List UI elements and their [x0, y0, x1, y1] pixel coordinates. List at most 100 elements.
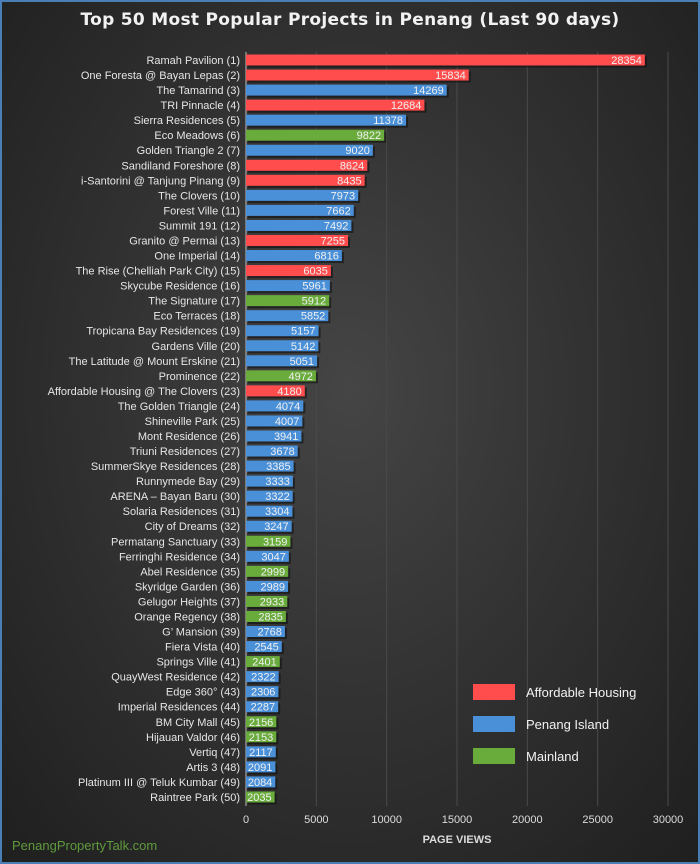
category-label: Artis 3 (48): [186, 762, 240, 774]
bar: [246, 415, 303, 427]
data-label: 7492: [324, 220, 348, 232]
bar: [246, 400, 304, 412]
category-label: Eco Terraces (18): [153, 311, 240, 323]
category-label: Platinum III @ Teluk Kumbar (49): [78, 777, 240, 789]
category-label: QuayWest Residence (42): [111, 672, 240, 684]
category-label: Skycube Residence (16): [120, 281, 240, 293]
category-label: Abel Residence (35): [140, 566, 240, 578]
bar: [246, 189, 359, 201]
data-label: 3247: [264, 521, 288, 533]
data-label: 8624: [340, 160, 364, 172]
bar: [246, 370, 316, 382]
data-label: 5142: [291, 341, 315, 353]
data-label: 4074: [276, 401, 300, 413]
data-label: 5912: [302, 296, 326, 308]
data-label: 2401: [252, 657, 276, 669]
x-tick-label: 0: [243, 814, 249, 826]
data-label: 2117: [249, 747, 273, 759]
bar: [246, 54, 645, 66]
data-label: 2999: [261, 566, 285, 578]
bar: [246, 234, 349, 246]
bar: [246, 445, 298, 457]
bar: [246, 69, 469, 81]
x-tick-label: 20000: [512, 814, 543, 826]
category-label: One Foresta @ Bayan Lepas (2): [81, 70, 240, 82]
bar: [246, 671, 279, 683]
category-label: Gardens Ville (20): [152, 341, 240, 353]
data-label: 7973: [331, 190, 355, 202]
x-tick-label: 10000: [371, 814, 402, 826]
category-label: Hijauan Valdor (46): [146, 732, 240, 744]
data-label: 5157: [291, 326, 315, 338]
data-label: 15834: [435, 70, 466, 82]
category-label: Raintree Park (50): [150, 792, 240, 804]
data-label: 7255: [321, 235, 345, 247]
category-label: Edge 360° (43): [166, 687, 240, 699]
category-label: ARENA – Bayan Baru (30): [110, 491, 240, 503]
bar: [246, 716, 277, 728]
category-label: Eco Meadows (6): [154, 130, 240, 142]
data-label: 2156: [249, 717, 273, 729]
category-label: The Golden Triangle (24): [118, 401, 240, 413]
category-label: The Rise (Chelliah Park City) (15): [76, 266, 240, 278]
legend-label: Penang Island: [526, 717, 609, 732]
category-label: Ramah Pavilion (1): [146, 55, 240, 67]
category-label: Prominence (22): [159, 371, 240, 383]
category-label: SummerSkye Residences (28): [91, 461, 240, 473]
bar: [246, 114, 407, 126]
category-label: TRI Pinnacle (4): [161, 100, 240, 112]
category-label: Orange Regency (38): [134, 611, 240, 623]
bar: [246, 295, 330, 307]
data-label: 2835: [258, 611, 282, 623]
bar: [246, 159, 368, 171]
bar: [246, 475, 293, 487]
data-label: 2035: [247, 792, 271, 804]
category-label: City of Dreams (32): [145, 521, 240, 533]
data-label: 3304: [265, 506, 289, 518]
bar: [246, 144, 373, 156]
data-label: 2091: [248, 762, 272, 774]
bar: [246, 430, 302, 442]
bar: [246, 626, 285, 638]
category-label: Ferringhi Residence (34): [119, 551, 240, 563]
bar: [246, 174, 365, 186]
data-label: 2933: [260, 596, 284, 608]
category-label: G’ Mansion (39): [162, 627, 240, 639]
data-label: 5961: [302, 281, 326, 293]
bar: [246, 204, 354, 216]
data-label: 3941: [274, 431, 298, 443]
category-label: Skyridge Garden (36): [135, 581, 240, 593]
data-label: 3385: [266, 461, 290, 473]
bar: [246, 340, 319, 352]
data-label: 2322: [251, 672, 275, 684]
category-label: i-Santorini @ Tanjung Pinang (9): [81, 175, 240, 187]
legend-swatch: [473, 684, 515, 700]
chart-title: Top 50 Most Popular Projects in Penang (…: [80, 10, 620, 30]
bar: [246, 355, 318, 367]
data-label: 2545: [254, 642, 278, 654]
bar: [246, 520, 292, 532]
category-label: Affordable Housing @ The Clovers (23): [48, 386, 240, 398]
data-label: 3322: [265, 491, 289, 503]
bar: [246, 701, 279, 713]
data-label: 2306: [251, 687, 275, 699]
category-label: One Imperial (14): [154, 251, 240, 263]
bar: [246, 250, 342, 262]
data-label: 5852: [301, 311, 325, 323]
bar: [246, 280, 330, 292]
bar: [246, 610, 286, 622]
data-label: 4007: [275, 416, 299, 428]
bar: [246, 535, 291, 547]
bar: [246, 385, 305, 397]
category-label: Shineville Park (25): [145, 416, 240, 428]
data-label: 3159: [263, 536, 287, 548]
bar: [246, 641, 282, 653]
x-tick-label: 5000: [304, 814, 328, 826]
bar: [246, 310, 329, 322]
bar: [246, 265, 331, 277]
data-label: 7662: [326, 205, 350, 217]
bar: [246, 99, 425, 111]
bar: [246, 505, 293, 517]
bar: [246, 686, 279, 698]
data-label: 6035: [303, 266, 327, 278]
